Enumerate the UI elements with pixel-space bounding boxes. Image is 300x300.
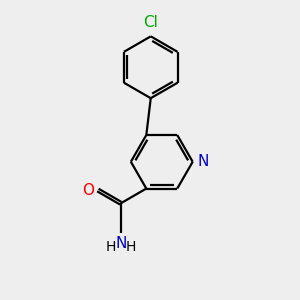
Text: Cl: Cl [143, 15, 158, 30]
Text: N: N [198, 154, 209, 169]
Text: H: H [126, 240, 136, 254]
Text: N: N [115, 236, 127, 251]
Text: H: H [105, 240, 116, 254]
Text: O: O [82, 182, 94, 197]
